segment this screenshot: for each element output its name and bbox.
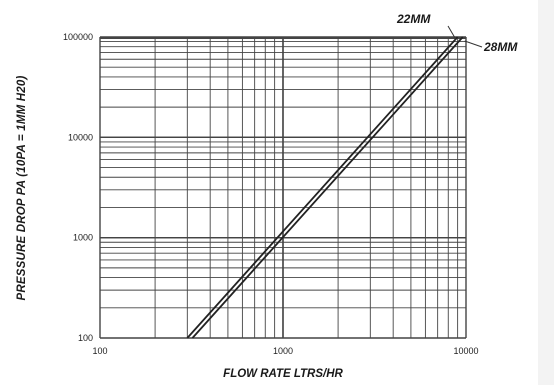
series-line-22mm [186,36,459,339]
grid-lines [99,36,467,339]
grid-top-border [100,37,466,39]
y-tick-label: 10000 [68,132,93,142]
leader-lines [447,25,483,48]
series-label-22mm: 22MM [397,12,431,26]
y-tick-label: 100000 [63,32,93,42]
leader-line-28mm [464,40,483,48]
x-axis-label: FLOW RATE LTRS/HR [223,368,343,380]
tick-labels: 100 1000 10000 100 1000 10000 100000 [63,32,479,356]
x-tick-label: 1000 [273,346,293,356]
x-tick-label: 100 [92,346,107,356]
page-edge-strip [538,0,554,385]
x-tick-label: 10000 [453,346,478,356]
y-axis-label: PRESSURE DROP PA (10PA = 1MM H20) [16,75,28,301]
y-tick-label: 1000 [73,233,93,243]
series-label-28mm: 28MM [484,40,518,54]
series-lines [186,36,464,339]
leader-line-22mm [447,25,457,40]
series-line-28mm [191,36,464,339]
y-tick-label: 100 [78,333,93,343]
